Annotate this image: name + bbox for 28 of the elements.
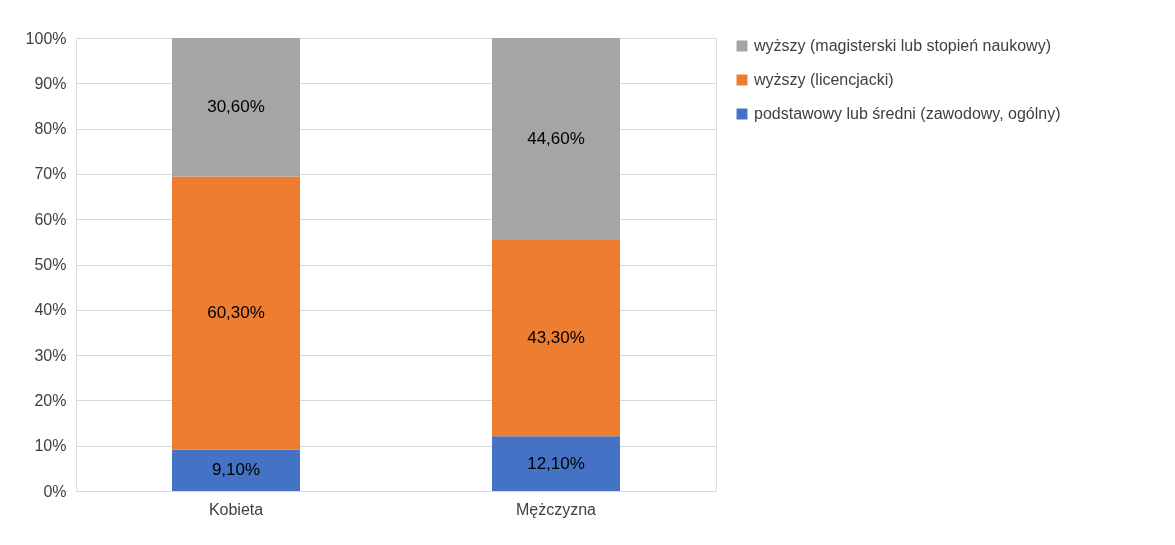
data-label: 43,30% (527, 328, 585, 348)
bar (172, 38, 300, 177)
y-tick-label: 50% (34, 256, 67, 273)
legend-label: podstawowy lub średni (zawodowy, ogólny) (754, 105, 1061, 122)
y-tick-label: 10% (34, 437, 67, 455)
y-tick-label: 80% (34, 120, 67, 138)
y-tick-label: 90% (34, 74, 67, 92)
y-tick-label: 100% (25, 29, 67, 47)
bar (492, 240, 620, 437)
bar (172, 449, 300, 491)
bar (492, 38, 620, 241)
data-label: 44,60% (527, 129, 585, 149)
data-label: 30,60% (207, 97, 265, 117)
legend-label: wyższy (magisterski lub stopień naukowy) (753, 37, 1051, 54)
y-tick-label: 20% (34, 391, 67, 409)
legend-label: wyższy (licencjacki) (753, 71, 894, 88)
data-label: 60,30% (207, 303, 265, 323)
x-tick-label: Kobieta (208, 500, 264, 518)
bar (172, 176, 300, 450)
bar (492, 436, 620, 491)
x-tick-label: Mężczyzna (515, 500, 597, 518)
y-tick-label: 60% (34, 210, 67, 228)
y-tick-label: 30% (34, 346, 67, 364)
y-tick-label: 40% (34, 301, 67, 319)
data-label: 12,10% (527, 453, 585, 473)
y-tick-label: 0% (43, 482, 67, 500)
data-label: 9,10% (211, 460, 261, 480)
y-tick-label: 70% (34, 165, 67, 183)
